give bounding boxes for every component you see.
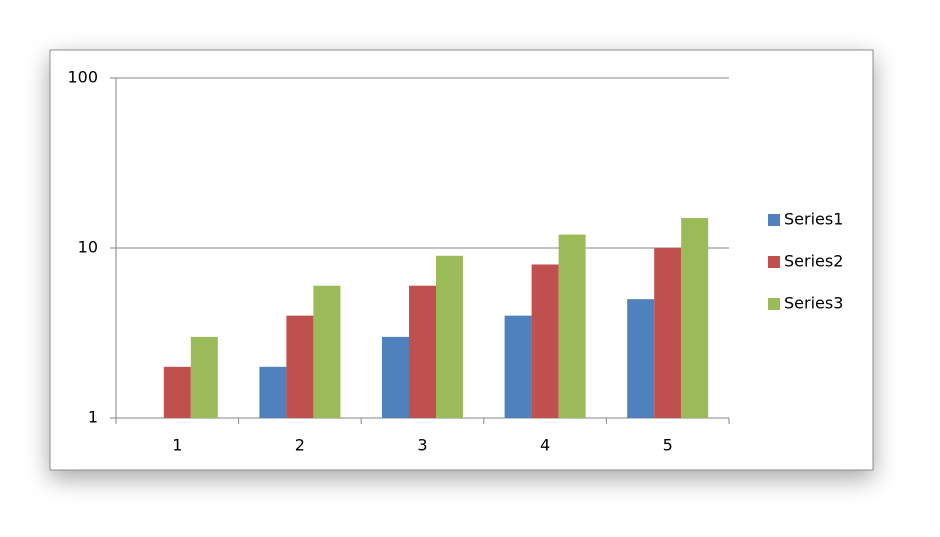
legend-label: Series3: [784, 294, 843, 313]
x-tick-label: 1: [172, 436, 182, 455]
bar: [504, 315, 532, 418]
x-tick-label: 2: [295, 436, 305, 455]
bar: [531, 264, 559, 418]
legend-swatch: [768, 214, 780, 226]
bar: [382, 336, 409, 418]
bar: [313, 285, 341, 418]
legend-swatch: [768, 256, 780, 268]
bar: [654, 248, 682, 418]
bar: [259, 366, 287, 418]
bar: [286, 315, 314, 418]
x-tick-label: 5: [663, 436, 673, 455]
legend-label: Series2: [784, 252, 843, 271]
bar: [627, 299, 655, 418]
legend-label: Series1: [784, 210, 843, 229]
x-tick-label: 4: [540, 436, 550, 455]
legend-swatch: [768, 298, 780, 310]
bar: [190, 336, 218, 418]
bar: [558, 234, 586, 418]
bar: [681, 218, 709, 418]
y-tick-label: 10: [78, 238, 98, 257]
x-tick-label: 3: [417, 436, 427, 455]
y-tick-label: 100: [67, 68, 98, 87]
bar: [436, 255, 463, 418]
bar: [163, 366, 191, 418]
y-tick-label: 1: [88, 408, 98, 427]
bar: [409, 285, 436, 418]
